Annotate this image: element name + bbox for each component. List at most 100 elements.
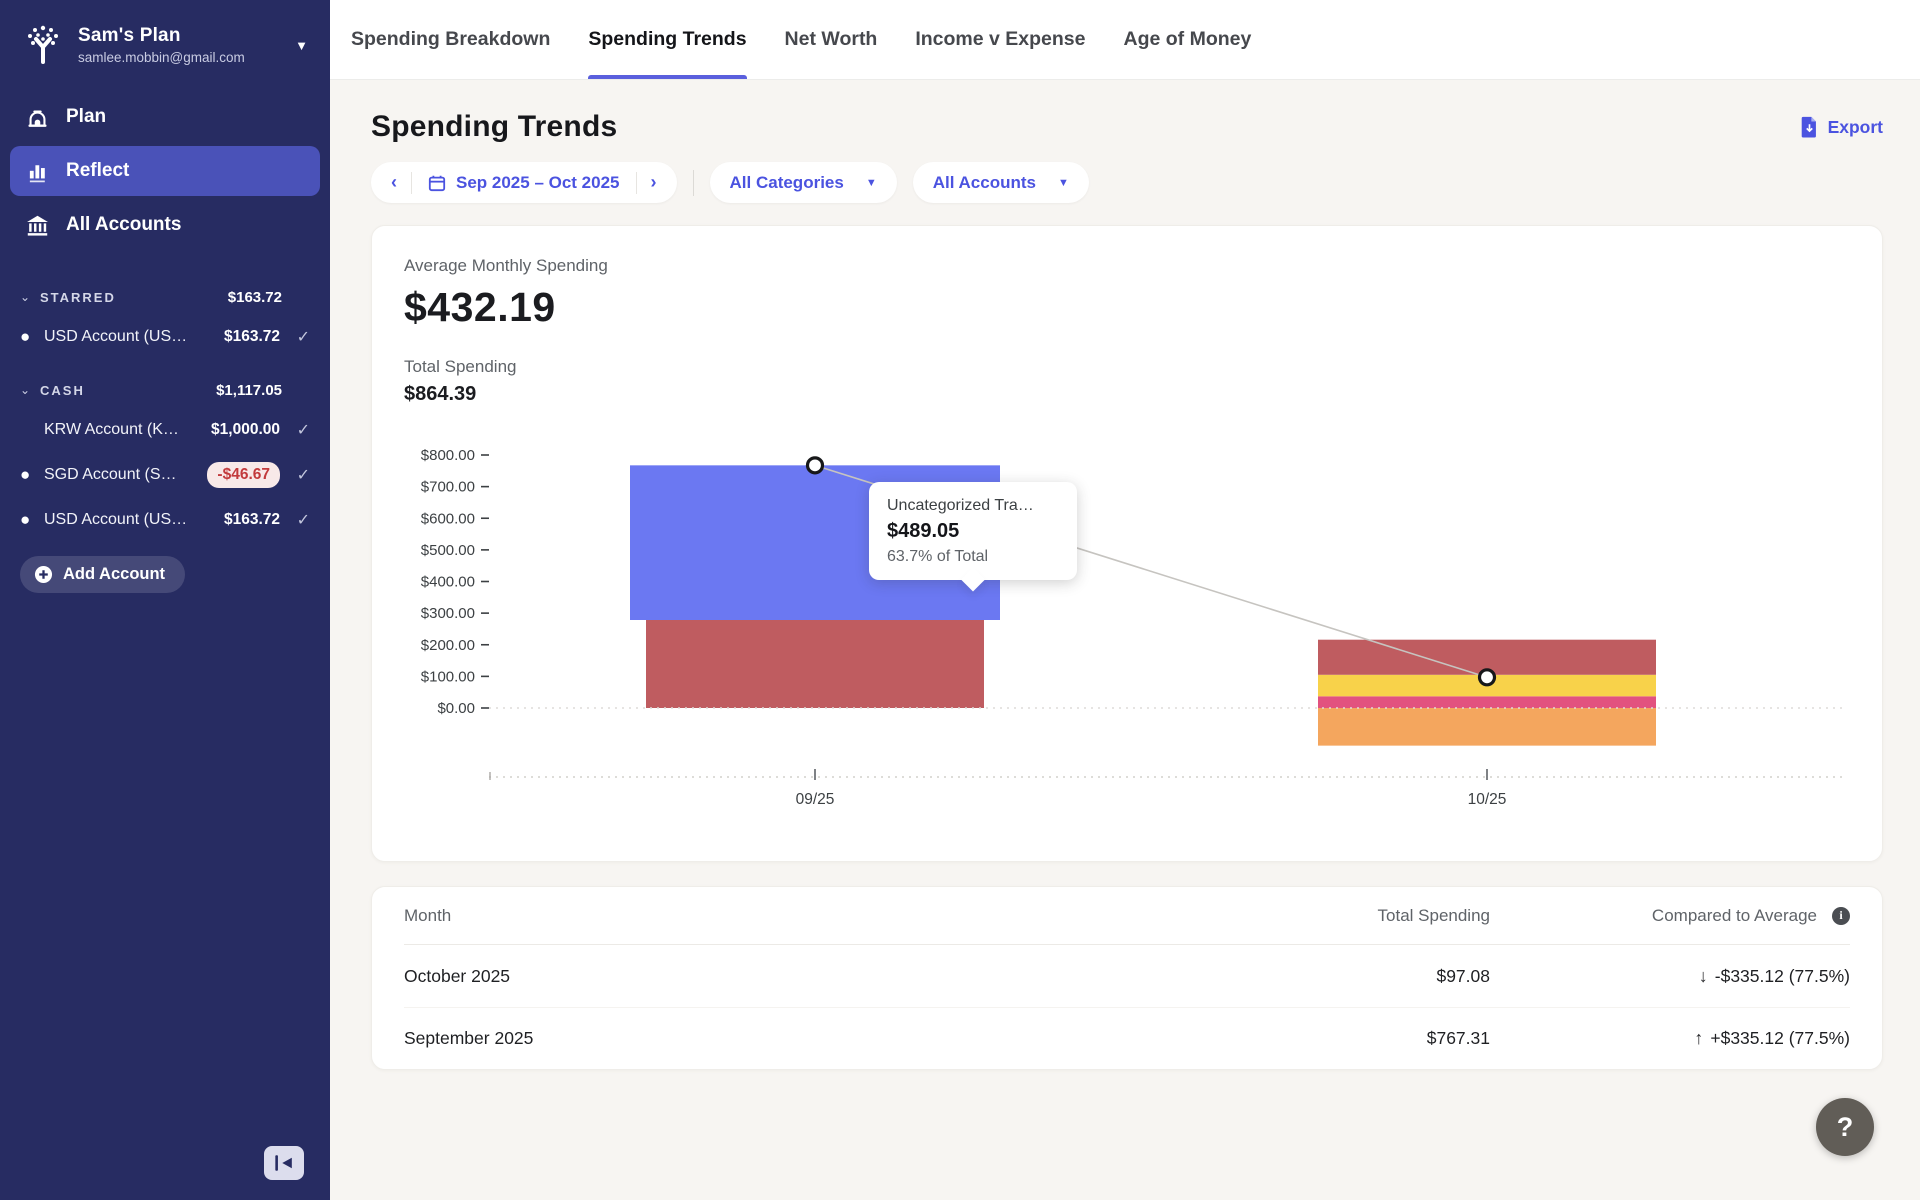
y-axis-tick-label: $700.00 (421, 479, 475, 496)
tab-age-of-money[interactable]: Age of Money (1124, 0, 1252, 79)
sync-dot-icon: ● (20, 509, 31, 529)
vault-icon (24, 104, 50, 130)
tab-income-v-expense[interactable]: Income v Expense (915, 0, 1085, 79)
y-axis-tick-label: $800.00 (421, 447, 475, 464)
arrow-up-icon: ↑ (1694, 1028, 1704, 1048)
date-range-picker: ‹ Sep 2025 – Oct 2025 › (371, 162, 677, 203)
collapse-panel-icon (275, 1155, 292, 1171)
table-row-october[interactable]: October 2025 $97.08 ↓ -$335.12 (77.5%) (404, 945, 1850, 1007)
categories-filter-label: All Categories (729, 172, 844, 192)
add-account-button[interactable]: Add Account (20, 556, 186, 593)
tab-label: Spending Breakdown (351, 28, 551, 50)
tab-net-worth[interactable]: Net Worth (785, 0, 878, 79)
sidebar-item-label: All Accounts (66, 214, 182, 235)
section-cash[interactable]: ⌄ CASH $1,117.05 (20, 373, 310, 407)
section-total: $1,117.05 (216, 381, 282, 399)
column-month: Month (404, 905, 452, 925)
bar-segment-09/25-category-red[interactable] (646, 620, 984, 708)
y-axis-tick-label: $600.00 (421, 510, 475, 527)
total-cell: $97.08 (1436, 965, 1490, 986)
sidebar-item-all-accounts[interactable]: All Accounts (10, 200, 320, 250)
plan-email: samlee.mobbin@gmail.com (78, 50, 245, 65)
main-content: Spending Breakdown Spending Trends Net W… (330, 0, 1920, 1200)
total-marker[interactable] (1477, 668, 1497, 687)
sidebar-item-plan[interactable]: Plan (10, 92, 320, 142)
month-cell: October 2025 (404, 965, 511, 986)
sync-dot-icon: ● (20, 326, 31, 346)
tab-spending-trends[interactable]: Spending Trends (588, 0, 747, 79)
avg-monthly-spending-label: Average Monthly Spending (404, 256, 608, 275)
account-row-usd[interactable]: ● USD Account (US… $163.72 ✓ (20, 497, 310, 542)
table-header-row: Month Total Spending Compared to Average (404, 887, 1850, 945)
sync-dot-icon: ● (20, 464, 31, 484)
plan-name: Sam's Plan (78, 25, 181, 46)
divider (411, 171, 412, 194)
collapse-sidebar-button[interactable] (264, 1146, 304, 1180)
column-compared-to-average: Compared to Average (1651, 905, 1817, 925)
accounts-filter-dropdown[interactable]: All Accounts ▼ (912, 162, 1089, 203)
chevron-down-icon: ▼ (1058, 176, 1069, 189)
divider (692, 169, 694, 196)
tab-spending-breakdown[interactable]: Spending Breakdown (351, 0, 550, 79)
help-button[interactable]: ? (1816, 1098, 1874, 1156)
export-file-icon (1801, 116, 1816, 138)
date-range-label: Sep 2025 – Oct 2025 (456, 172, 620, 192)
y-axis-tick-label: $200.00 (421, 637, 475, 654)
page-title: Spending Trends (371, 110, 618, 143)
calendar-icon (428, 175, 446, 191)
date-range-button[interactable]: Sep 2025 – Oct 2025 (412, 173, 636, 193)
account-amount-negative-badge: -$46.67 (207, 461, 280, 488)
month-cell: September 2025 (404, 1028, 534, 1048)
filter-bar: ‹ Sep 2025 – Oct 2025 › All Categories ▼… (371, 162, 1883, 203)
total-spending-label: Total Spending (404, 357, 517, 376)
account-row-sgd[interactable]: ● SGD Account (S… -$46.67 ✓ (20, 452, 310, 497)
sidebar-item-reflect[interactable]: Reflect (10, 146, 320, 196)
section-label: CASH (40, 382, 85, 398)
avg-monthly-spending-value: $432.19 (404, 284, 556, 330)
chevron-down-icon: ⌄ (20, 290, 31, 304)
check-icon: ✓ (296, 466, 310, 484)
table-row-september[interactable]: September 2025 $767.31 ↑ +$335.12 (77.5%… (404, 1007, 1850, 1069)
section-label: STARRED (40, 289, 116, 305)
info-icon[interactable] (1832, 906, 1850, 925)
y-axis-tick-label: $500.00 (421, 542, 475, 559)
accounts-filter-label: All Accounts (932, 172, 1036, 192)
tooltip-percent: 63.7% of Total (887, 548, 989, 565)
sidebar-item-label: Plan (66, 106, 107, 127)
y-axis-tick-label: $300.00 (421, 605, 475, 622)
sidebar-nav: Plan Reflect All Accounts (0, 86, 330, 254)
tree-logo-icon (28, 25, 58, 64)
tooltip-value: $489.05 (887, 520, 960, 542)
tooltip-category: Uncategorized Tra… (887, 497, 1034, 514)
account-row-krw[interactable]: ● KRW Account (K… $1,000.00 ✓ (20, 407, 310, 452)
categories-filter-dropdown[interactable]: All Categories ▼ (709, 162, 897, 203)
monthly-summary-table: Month Total Spending Compared to Average… (371, 886, 1883, 1070)
sidebar: Sam's Plan samlee.mobbin@gmail.com ▼ Pla… (0, 0, 330, 1200)
plan-switcher[interactable]: Sam's Plan samlee.mobbin@gmail.com ▼ (0, 0, 330, 86)
bar-segment-10/25-category-pink[interactable] (1318, 696, 1656, 708)
check-icon: ✓ (296, 511, 310, 529)
account-amount: $1,000.00 (211, 420, 280, 438)
report-tabs: Spending Breakdown Spending Trends Net W… (330, 0, 1920, 80)
next-period-button[interactable]: › (637, 162, 671, 203)
tab-label: Age of Money (1123, 28, 1252, 50)
bar-segment-10/25-category-orange[interactable] (1318, 708, 1656, 746)
tab-label: Spending Trends (588, 28, 747, 50)
y-axis-tick-label: $0.00 (437, 700, 475, 717)
export-label: Export (1827, 116, 1883, 137)
chart-tooltip: Uncategorized Tra… $489.05 63.7% of Tota… (869, 482, 1077, 580)
section-starred[interactable]: ⌄ STARRED $163.72 (20, 280, 310, 314)
x-axis-tick-label: 09/25 (796, 791, 835, 808)
total-marker[interactable] (805, 456, 825, 475)
plus-circle-icon (34, 565, 53, 584)
stacked-bar-chart[interactable]: $0.00 $100.00 $200.00 $300.00 $400.00 $500.00… (404, 424, 1850, 824)
export-button[interactable]: Export (1800, 116, 1883, 138)
account-row-usd-starred[interactable]: ● USD Account (US… $163.72 ✓ (20, 314, 310, 359)
spending-trends-card: Average Monthly Spending $432.19 Total S… (371, 225, 1883, 862)
divider (635, 171, 637, 194)
y-axis-tick-label: $100.00 (421, 668, 475, 685)
account-name: USD Account (US… (44, 510, 188, 528)
account-amount: $163.72 (223, 327, 280, 345)
chevron-down-icon: ▼ (865, 176, 877, 189)
prev-period-button[interactable]: ‹ (377, 162, 411, 203)
